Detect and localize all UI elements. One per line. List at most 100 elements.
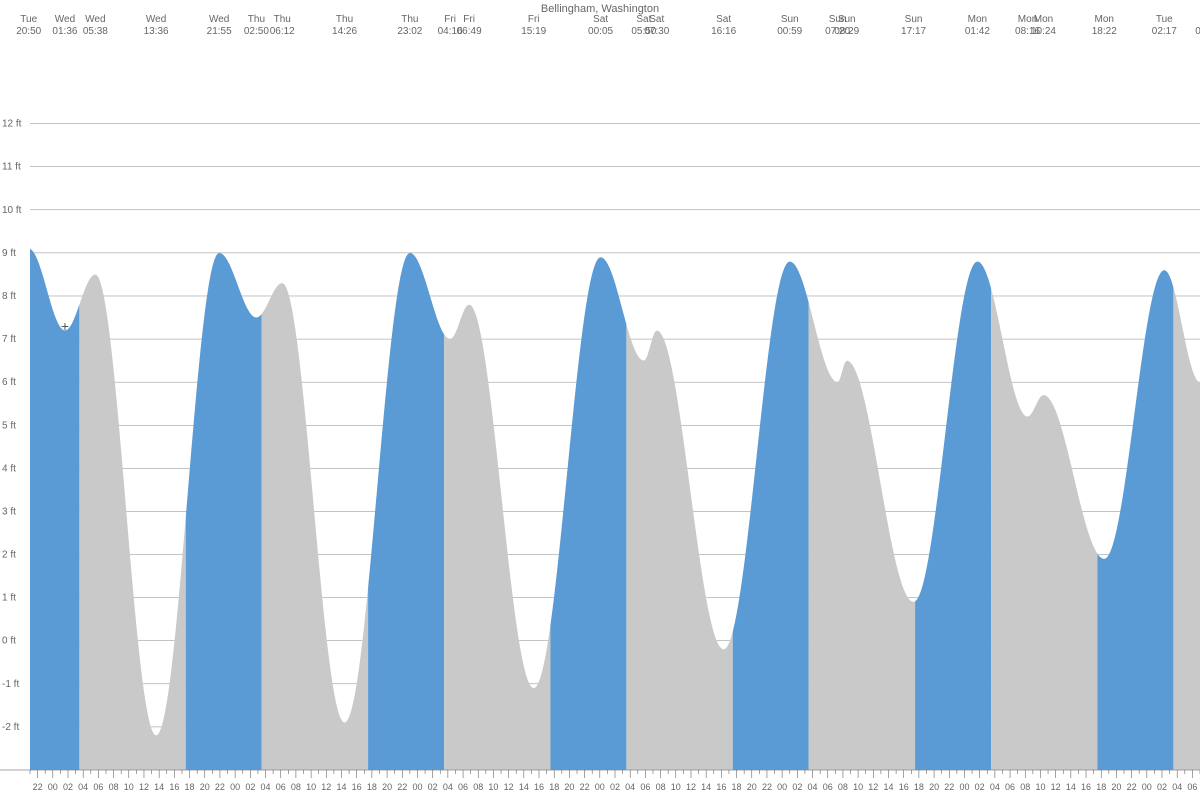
x-tick-label: 04 <box>1172 782 1182 792</box>
y-tick-label: 9 ft <box>2 248 16 259</box>
x-tick-label: 22 <box>215 782 225 792</box>
x-tick-label: 16 <box>352 782 362 792</box>
x-tick-label: 20 <box>382 782 392 792</box>
extreme-day: Tue <box>20 14 37 25</box>
x-tick-label: 10 <box>488 782 498 792</box>
x-tick-label: 22 <box>944 782 954 792</box>
x-tick-label: 14 <box>154 782 164 792</box>
extreme-day: Sun <box>905 14 923 25</box>
x-tick-label: 08 <box>656 782 666 792</box>
y-tick-label: 2 ft <box>2 550 16 561</box>
x-tick-label: 00 <box>412 782 422 792</box>
x-tick-label: 16 <box>1081 782 1091 792</box>
x-tick-label: 02 <box>428 782 438 792</box>
x-tick-label: 20 <box>200 782 210 792</box>
x-tick-label: 00 <box>777 782 787 792</box>
extreme-time: 00:05 <box>588 26 613 37</box>
extreme-day: Wed <box>55 14 75 25</box>
x-tick-label: 20 <box>564 782 574 792</box>
extreme-time: 15:19 <box>521 26 546 37</box>
x-tick-label: 18 <box>1096 782 1106 792</box>
x-tick-label: 08 <box>291 782 301 792</box>
x-tick-label: 06 <box>276 782 286 792</box>
y-tick-label: 11 ft <box>2 162 21 173</box>
x-tick-label: 22 <box>1127 782 1137 792</box>
extreme-day: Tue <box>1156 14 1173 25</box>
extreme-time: 01:36 <box>52 26 77 37</box>
x-tick-label: 08 <box>473 782 483 792</box>
extreme-time: 01:42 <box>965 26 990 37</box>
extreme-day: Sun <box>781 14 799 25</box>
extreme-time: 0 <box>1195 26 1200 37</box>
x-tick-label: 04 <box>808 782 818 792</box>
x-tick-label: 20 <box>929 782 939 792</box>
y-tick-label: -2 ft <box>2 722 19 733</box>
x-tick-label: 04 <box>78 782 88 792</box>
extreme-time: 02:17 <box>1152 26 1177 37</box>
x-tick-label: 00 <box>48 782 58 792</box>
extreme-time: 00:59 <box>777 26 802 37</box>
extreme-day: Mon <box>1034 14 1053 25</box>
x-tick-label: 16 <box>899 782 909 792</box>
now-marker: + <box>61 318 69 334</box>
extreme-time: 21:55 <box>207 26 232 37</box>
extreme-day: Thu <box>336 14 353 25</box>
x-tick-label: 22 <box>762 782 772 792</box>
extreme-time: 23:02 <box>397 26 422 37</box>
x-tick-label: 02 <box>1157 782 1167 792</box>
x-tick-label: 18 <box>732 782 742 792</box>
x-tick-label: 12 <box>321 782 331 792</box>
x-tick-label: 06 <box>640 782 650 792</box>
x-tick-label: 12 <box>1051 782 1061 792</box>
x-tick-label: 14 <box>1066 782 1076 792</box>
x-tick-label: 18 <box>914 782 924 792</box>
extreme-time: 13:36 <box>144 26 169 37</box>
extreme-day: Sun <box>838 14 856 25</box>
extreme-time: 05:38 <box>83 26 108 37</box>
x-tick-label: 22 <box>397 782 407 792</box>
x-tick-label: 10 <box>124 782 134 792</box>
y-tick-label: 5 ft <box>2 420 16 431</box>
extreme-day: Mon <box>968 14 987 25</box>
x-tick-label: 06 <box>1187 782 1197 792</box>
x-tick-label: 02 <box>245 782 255 792</box>
x-tick-label: 02 <box>63 782 73 792</box>
extreme-day: Thu <box>274 14 291 25</box>
x-tick-label: 04 <box>625 782 635 792</box>
y-tick-label: 8 ft <box>2 291 16 302</box>
x-tick-label: 20 <box>747 782 757 792</box>
y-tick-label: 10 ft <box>2 205 22 216</box>
x-tick-label: 10 <box>671 782 681 792</box>
y-tick-label: 4 ft <box>2 463 16 474</box>
x-tick-label: 06 <box>458 782 468 792</box>
extreme-day: Mon <box>1095 14 1114 25</box>
extreme-day: Wed <box>85 14 105 25</box>
x-tick-label: 20 <box>1111 782 1121 792</box>
x-tick-label: 06 <box>1005 782 1015 792</box>
x-tick-label: 04 <box>443 782 453 792</box>
extreme-time: 02:50 <box>244 26 269 37</box>
x-tick-label: 14 <box>336 782 346 792</box>
x-tick-label: 10 <box>1035 782 1045 792</box>
x-tick-label: 02 <box>975 782 985 792</box>
y-tick-label: 1 ft <box>2 593 16 604</box>
y-tick-label: -1 ft <box>2 679 19 690</box>
y-tick-label: 12 ft <box>2 119 22 130</box>
extreme-time: 10:24 <box>1031 26 1056 37</box>
y-tick-label: 3 ft <box>2 506 16 517</box>
x-tick-label: 14 <box>883 782 893 792</box>
x-tick-label: 10 <box>853 782 863 792</box>
x-tick-label: 06 <box>93 782 103 792</box>
x-tick-label: 00 <box>595 782 605 792</box>
x-tick-label: 12 <box>686 782 696 792</box>
y-tick-label: 6 ft <box>2 377 16 388</box>
extreme-time: 06:49 <box>457 26 482 37</box>
x-tick-label: 12 <box>504 782 514 792</box>
x-tick-label: 16 <box>169 782 179 792</box>
extreme-day: Fri <box>444 14 456 25</box>
y-tick-label: 0 ft <box>2 636 16 647</box>
x-tick-label: 00 <box>959 782 969 792</box>
extreme-time: 16:16 <box>711 26 736 37</box>
x-tick-label: 04 <box>990 782 1000 792</box>
x-tick-label: 02 <box>792 782 802 792</box>
